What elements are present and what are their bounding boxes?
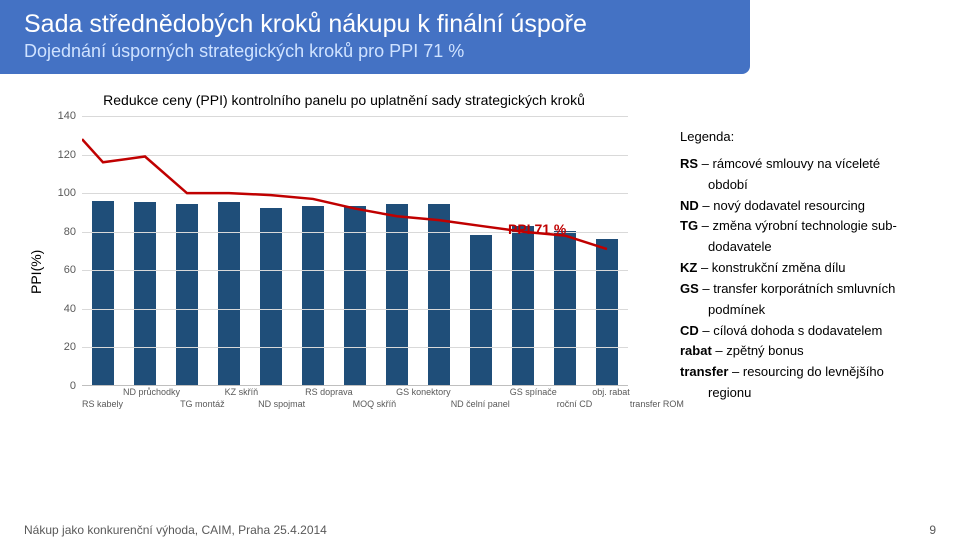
legend-key: TG [680,218,698,233]
ppi-line-label: PPI 71 % [508,221,566,237]
legend-item: ND – nový dodavatel resourcing [680,197,932,216]
slide-header: Sada střednědobých kroků nákupu k fináln… [0,0,750,74]
legend-items: RS – rámcové smlouvy na víceleté období ND… [680,155,932,403]
y-tick-label: 80 [64,226,76,238]
legend-title: Legenda: [680,128,932,147]
legend-key: GS [680,281,699,296]
x-tick-label: ND čelní panel [451,386,510,428]
y-axis-label: PPI(%) [24,116,48,428]
x-tick-label: GS konektory [396,386,451,428]
x-tick-label: KZ skříň [225,386,259,428]
x-tick-label: TG montáž [180,386,225,428]
legend-key: KZ [680,260,697,275]
y-tick-label: 0 [70,380,76,392]
legend-item: CD – cílová dohoda s dodavatelem [680,322,932,341]
x-axis-labels: RS kabelyND průchodkyTG montážKZ skříňND… [82,386,628,428]
y-tick-label: 60 [64,264,76,276]
footer-page-number: 9 [929,523,936,537]
y-tick-label: 20 [64,341,76,353]
chart-outer: PPI(%) 020406080100120140 PPI 71 % RS ka… [24,116,664,428]
x-tick-label: GS spínače [510,386,557,428]
x-tick-label: MOQ skříň [353,386,397,428]
chart-column: Redukce ceny (PPI) kontrolního panelu po… [24,92,664,428]
chart-title: Redukce ceny (PPI) kontrolního panelu po… [24,92,664,108]
legend-item: KZ – konstrukční změna dílu [680,259,932,278]
legend-key: rabat [680,343,712,358]
legend-item: GS – transfer korporátních smluvních [680,280,932,299]
legend-key: ND [680,198,699,213]
y-tick-label: 100 [58,187,76,199]
plot-wrap: 020406080100120140 PPI 71 % RS kabelyND … [48,116,664,428]
slide-footer: Nákup jako konkurenční výhoda, CAIM, Pra… [24,523,936,537]
x-tick-label: roční CD [557,386,593,428]
legend-item-cont: podmínek [680,301,932,320]
legend-item-cont: regionu [680,384,932,403]
x-tick-label: RS doprava [305,386,353,428]
y-tick-label: 120 [58,149,76,161]
legend-item: transfer – resourcing do levnějšího [680,363,932,382]
legend-key: transfer [680,364,728,379]
y-tick-label: 40 [64,303,76,315]
x-tick-label: obj. rabat [592,386,630,428]
legend-key: CD [680,323,699,338]
legend-item: rabat – zpětný bonus [680,342,932,361]
x-tick-label: ND průchodky [123,386,180,428]
x-tick-label: RS kabely [82,386,123,428]
x-tick-label: ND spojmat [258,386,305,428]
y-tick-label: 140 [58,110,76,122]
slide-subtitle: Dojednání úsporných strategických kroků … [24,41,726,62]
y-axis: 020406080100120140 [48,116,82,386]
legend-key: RS [680,156,698,171]
legend-item: RS – rámcové smlouvy na víceleté [680,155,932,174]
footer-left: Nákup jako konkurenční výhoda, CAIM, Pra… [24,523,327,537]
legend-item-cont: období [680,176,932,195]
legend-item: TG – změna výrobní technologie sub- [680,217,932,236]
legend-column: Legenda: RS – rámcové smlouvy na vícelet… [664,92,932,428]
plot-area: 020406080100120140 PPI 71 % [48,116,628,386]
legend-item-cont: dodavatele [680,238,932,257]
line-overlay [82,116,628,386]
slide-body: Redukce ceny (PPI) kontrolního panelu po… [0,74,960,428]
slide-title: Sada střednědobých kroků nákupu k fináln… [24,10,726,39]
